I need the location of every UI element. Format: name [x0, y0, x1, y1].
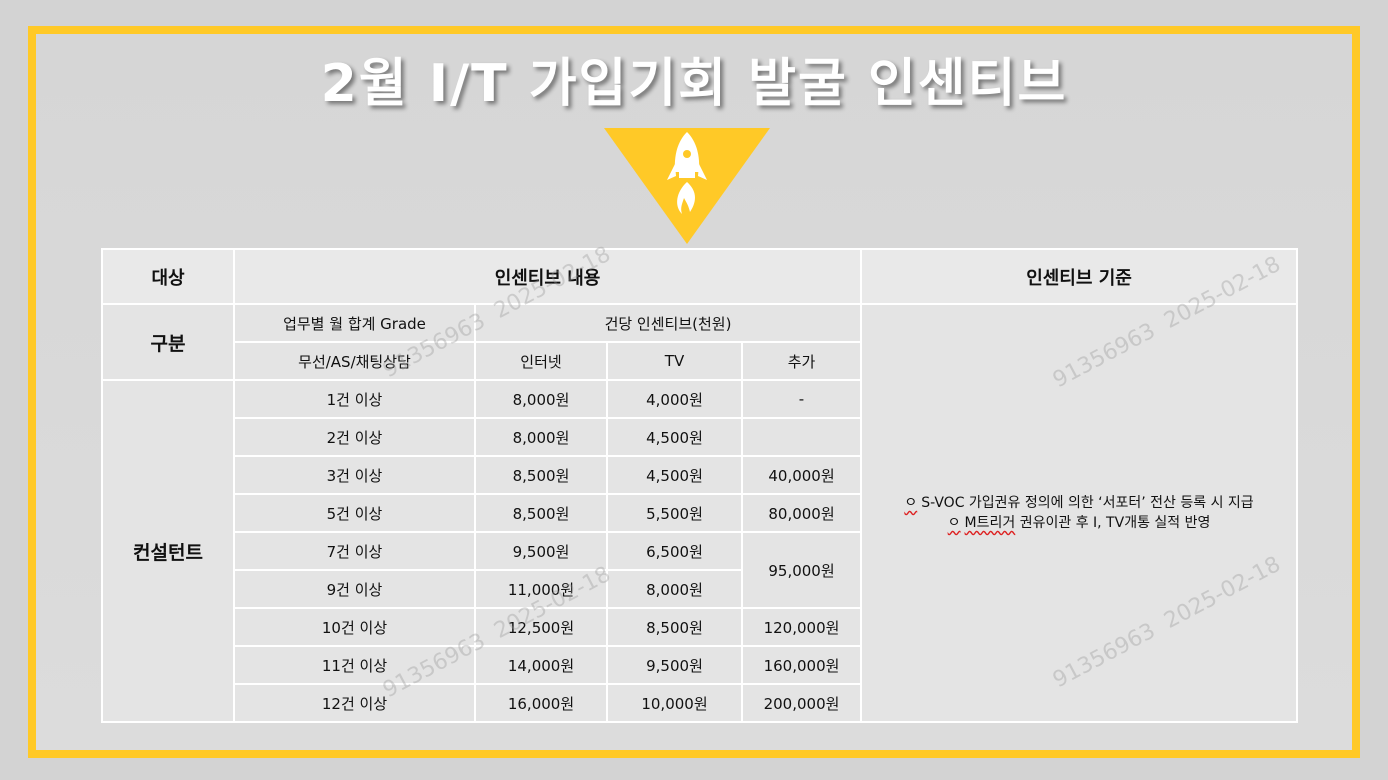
- bullet-1: ㅇ: [904, 495, 918, 511]
- internet-cell: 8,500원: [474, 455, 608, 495]
- header-target: 대상: [101, 248, 235, 305]
- tv-cell: 10,000원: [606, 683, 743, 723]
- grade-cell: 7건 이상: [233, 531, 476, 571]
- criteria-text-2b: 권유이관 후 I, TV개통 실적 반영: [1015, 515, 1211, 531]
- extra-cell: [740, 417, 863, 457]
- tv-cell: 9,500원: [606, 645, 743, 685]
- extra-cell: 160,000원: [740, 645, 863, 685]
- internet-cell: 9,500원: [474, 531, 608, 571]
- grade-cell: 5건 이상: [233, 493, 476, 533]
- internet-cell: 8,000원: [474, 379, 608, 419]
- tv-cell: 4,500원: [606, 455, 743, 495]
- grade-cell: 12건 이상: [233, 683, 476, 723]
- extra-cell: 95,000원: [740, 531, 863, 609]
- criteria-line-1: ㅇ S-VOC 가입권유 정의에 의한 ‘서포터’ 전산 등록 시 지급: [862, 493, 1296, 513]
- internet-cell: 16,000원: [474, 683, 608, 723]
- internet-cell: 12,500원: [474, 607, 608, 647]
- grade-label: 업무별 월 합계 Grade: [233, 303, 476, 343]
- criteria-text-2a: M트리거: [964, 515, 1016, 531]
- tv-cell: 4,000원: [606, 379, 743, 419]
- grade-cell: 1건 이상: [233, 379, 476, 419]
- tv-cell: 8,000원: [606, 569, 743, 609]
- extra-cell: 80,000원: [740, 493, 863, 533]
- target-group: 컨설턴트: [101, 379, 235, 723]
- incentive-table: 대상 인센티브 내용 인센티브 기준 구분 업무별 월 합계 Grade 건당 …: [101, 248, 1299, 723]
- grade-cell: 3건 이상: [233, 455, 476, 495]
- internet-cell: 14,000원: [474, 645, 608, 685]
- grade-cell: 10건 이상: [233, 607, 476, 647]
- per-case-label: 건당 인센티브(천원): [473, 303, 863, 343]
- grade-cell: 11건 이상: [233, 645, 476, 685]
- tv-cell: 8,500원: [606, 607, 743, 647]
- criteria-line-2: ㅇ M트리거 권유이관 후 I, TV개통 실적 반영: [862, 513, 1296, 533]
- header-content: 인센티브 내용: [232, 248, 863, 305]
- grade-sub-label: 무선/AS/채팅상담: [233, 341, 476, 381]
- extra-label: 추가: [740, 341, 863, 381]
- rocket-icon: [604, 128, 770, 244]
- extra-cell: 40,000원: [740, 455, 863, 495]
- internet-cell: 8,000원: [474, 417, 608, 457]
- tv-cell: 5,500원: [606, 493, 743, 533]
- criteria-text-1: S-VOC 가입권유 정의에 의한 ‘서포터’ 전산 등록 시 지급: [921, 495, 1254, 511]
- extra-cell: 200,000원: [740, 683, 863, 723]
- tv-label: TV: [606, 341, 743, 381]
- grade-cell: 9건 이상: [233, 569, 476, 609]
- internet-label: 인터넷: [474, 341, 608, 381]
- internet-cell: 8,500원: [474, 493, 608, 533]
- bullet-2: ㅇ: [947, 515, 961, 531]
- internet-cell: 11,000원: [474, 569, 608, 609]
- extra-cell: 120,000원: [740, 607, 863, 647]
- header-criteria: 인센티브 기준: [860, 248, 1299, 305]
- grade-cell: 2건 이상: [233, 417, 476, 457]
- page-title: 2월 I/T 가입기회 발굴 인센티브: [320, 54, 1068, 114]
- tv-cell: 6,500원: [606, 531, 743, 571]
- category-label: 구분: [101, 303, 235, 381]
- tv-cell: 4,500원: [606, 417, 743, 457]
- extra-cell: -: [740, 379, 863, 419]
- criteria-cell: ㅇ S-VOC 가입권유 정의에 의한 ‘서포터’ 전산 등록 시 지급 ㅇ M트리…: [860, 303, 1299, 723]
